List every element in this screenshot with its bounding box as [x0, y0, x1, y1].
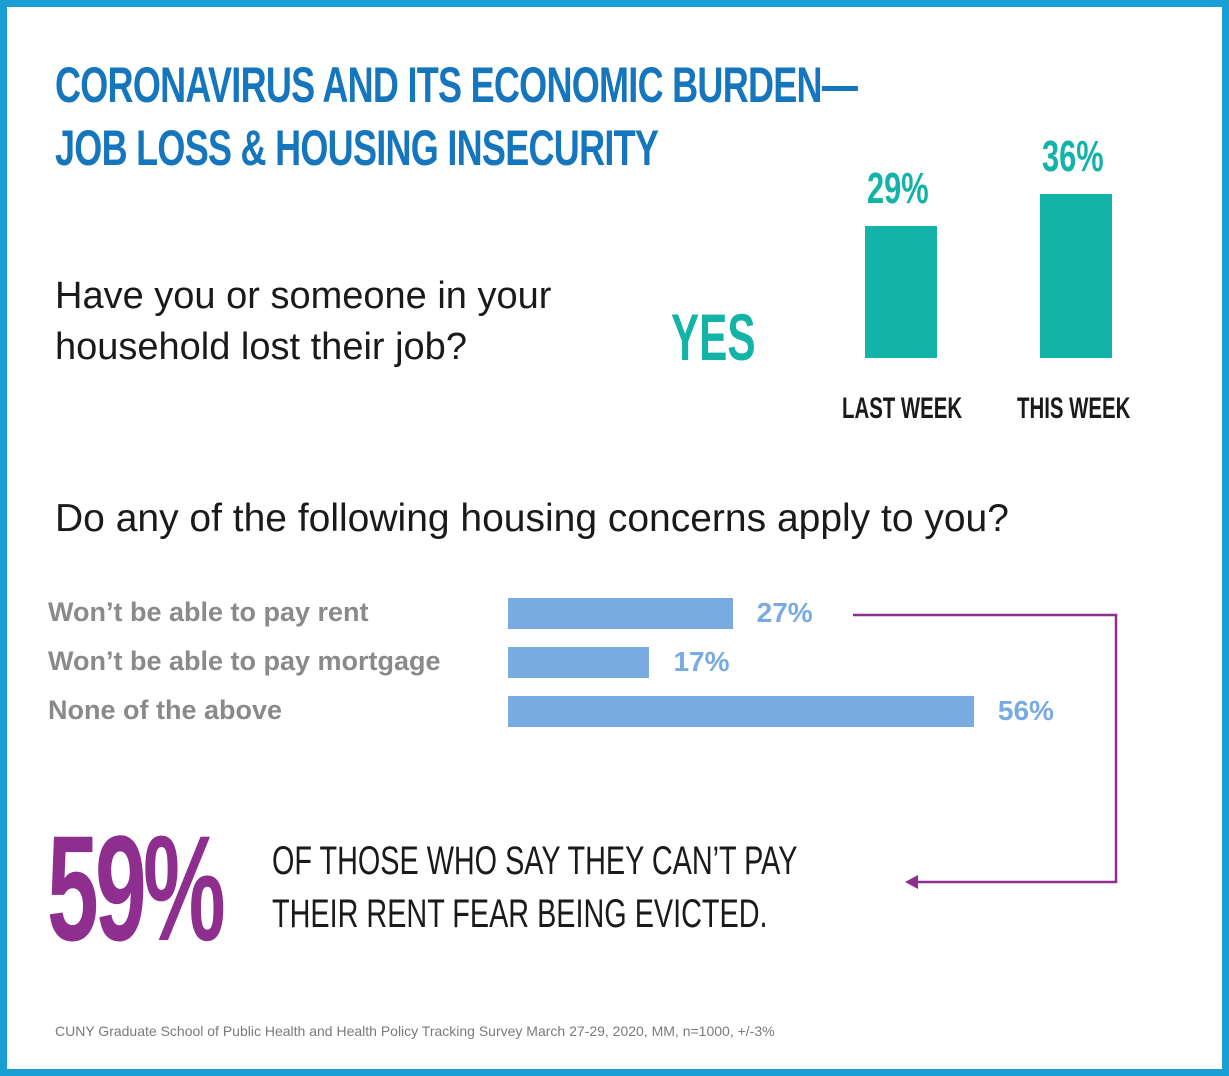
concern-label: Won’t be able to pay rent: [48, 597, 369, 627]
title-line-1: CORONAVIRUS AND ITS ECONOMIC BURDEN—: [55, 57, 858, 113]
question-housing: Do any of the following housing concerns…: [55, 497, 1009, 540]
concern-label: None of the above: [48, 695, 283, 725]
callout-arrow: [853, 613, 1118, 889]
title-line-2: JOB LOSS & HOUSING INSECURITY: [55, 120, 659, 176]
question-job-loss-line-2: household lost their job?: [55, 326, 467, 368]
concern-bar: [508, 696, 974, 727]
eviction-fear-percent: 59%: [47, 804, 226, 972]
question-job-loss: Have you or someone in your household lo…: [55, 271, 551, 373]
bar-this-week: [1040, 194, 1112, 358]
concern-bar: [508, 647, 650, 678]
source-note: CUNY Graduate School of Public Health an…: [55, 1023, 775, 1039]
callout-line-1: OF THOSE WHO SAY THEY CAN’T PAY: [272, 839, 798, 883]
bar-value-label: 36%: [1042, 132, 1104, 182]
concern-value-label: 27%: [756, 597, 813, 628]
bar-value-label: 29%: [867, 164, 929, 214]
concern-value-label: 17%: [673, 646, 730, 677]
callout-line-2: THEIR RENT FEAR BEING EVICTED.: [272, 892, 768, 936]
bar-last-week: [865, 226, 937, 358]
yes-answer-label: YES: [671, 300, 756, 374]
concern-value-label: 56%: [997, 695, 1054, 726]
question-job-loss-line-1: Have you or someone in your: [55, 275, 552, 317]
bar-category-label: LAST WEEK: [842, 392, 963, 425]
concern-bar: [508, 598, 733, 629]
bar-category-label: THIS WEEK: [1017, 392, 1131, 425]
concern-label: Won’t be able to pay mortgage: [48, 646, 441, 676]
